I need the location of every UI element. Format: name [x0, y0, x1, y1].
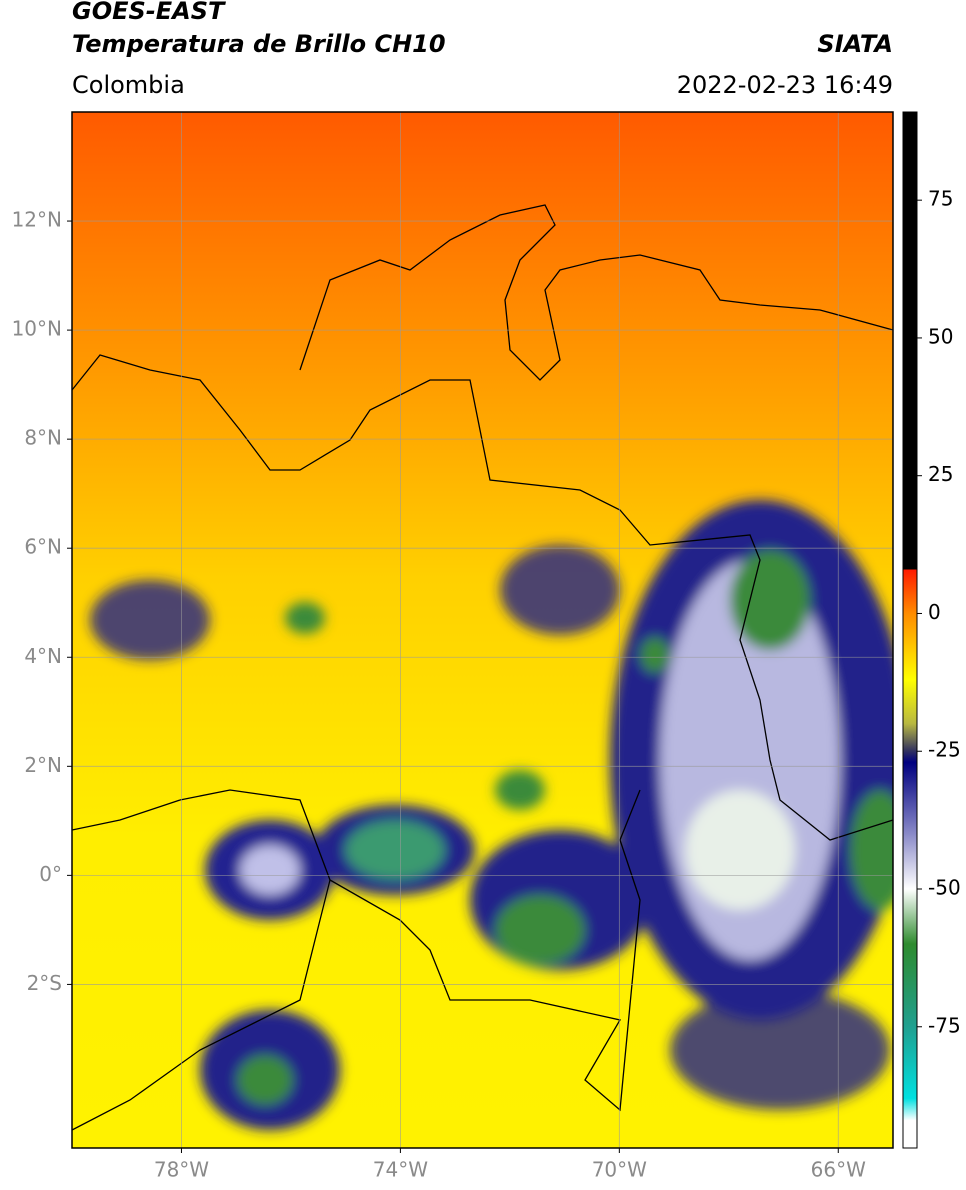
y-tick-label: 10°N: [12, 317, 62, 341]
coastline: [299, 204, 893, 381]
x-tick-label: 78°W: [154, 1158, 209, 1182]
colorbar-tick-label: 25: [928, 462, 953, 486]
x-tick-label: 74°W: [373, 1158, 428, 1182]
source: SIATA: [817, 30, 893, 58]
colorbar-tick-label: 0: [928, 600, 941, 624]
x-tick-label: 70°W: [592, 1158, 647, 1182]
border: [72, 354, 893, 841]
y-tick-label: 6°N: [24, 535, 62, 559]
clouds: [90, 500, 893, 1130]
colorbar-tick-label: 75: [928, 187, 953, 211]
y-tick-label: 12°N: [12, 208, 62, 232]
y-tick-label: 2°S: [27, 971, 62, 995]
colorbar: [902, 111, 918, 1149]
colorbar-tick-label: -25: [928, 738, 961, 762]
colorbar-tick-label: -50: [928, 876, 961, 900]
x-tick-label: 66°W: [811, 1158, 866, 1182]
y-tick-label: 0°: [39, 862, 62, 886]
y-tick-label: 8°N: [24, 426, 62, 450]
grid: [72, 112, 893, 1148]
colorbar-tick-label: 50: [928, 324, 953, 348]
title: GOES-EAST: [72, 0, 226, 25]
region: Colombia: [72, 71, 185, 99]
subtitle: Temperatura de Brillo CH10: [72, 30, 446, 58]
colorbar-tick-label: -75: [928, 1013, 961, 1037]
y-tick-label: 4°N: [24, 644, 62, 668]
border: [72, 799, 331, 1131]
map-frame: [71, 111, 894, 1149]
border: [179, 789, 641, 1112]
map-image: [72, 112, 893, 1148]
datetime: 2022-02-23 16:49: [677, 71, 893, 99]
y-tick-label: 2°N: [24, 753, 62, 777]
